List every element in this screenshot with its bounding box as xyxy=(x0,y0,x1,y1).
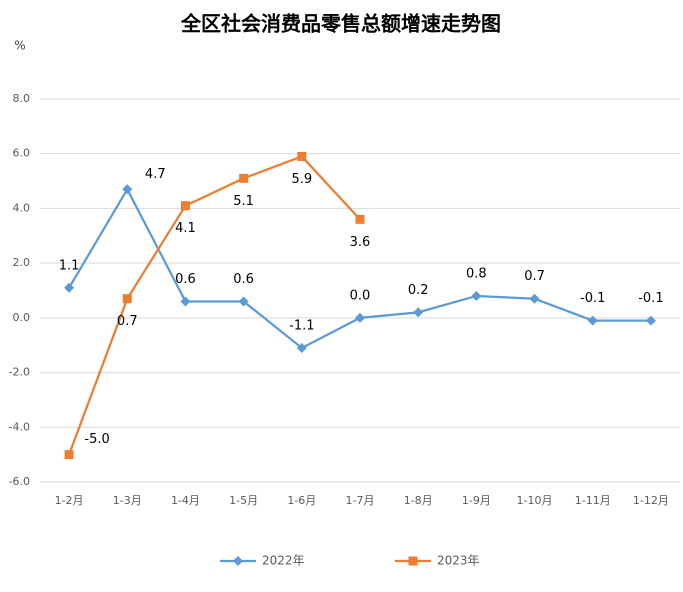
data-label: 0.0 xyxy=(350,288,371,303)
series-line xyxy=(68,155,361,456)
data-label: 5.1 xyxy=(233,194,254,209)
x-tick-label: 1-3月 xyxy=(113,494,142,507)
data-point xyxy=(122,184,133,195)
data-label: -0.1 xyxy=(638,291,663,306)
x-tick-label: 1-12月 xyxy=(633,494,669,507)
series-line xyxy=(68,186,651,350)
x-tick-label: 1-11月 xyxy=(575,494,611,507)
y-tick-label: 2.0 xyxy=(13,256,31,269)
data-label: 5.9 xyxy=(291,172,312,187)
data-point xyxy=(355,214,365,224)
data-label: 0.7 xyxy=(524,269,545,284)
x-tick-label: 1-5月 xyxy=(229,494,258,507)
data-point xyxy=(239,173,249,183)
y-tick-label: 0.0 xyxy=(13,311,31,324)
data-label: 0.8 xyxy=(466,266,487,281)
x-tick-label: 1-8月 xyxy=(404,494,433,507)
data-label: 3.6 xyxy=(350,235,371,250)
data-point xyxy=(64,450,74,460)
x-tick-label: 1-7月 xyxy=(346,494,375,507)
y-tick-label: 4.0 xyxy=(13,201,31,214)
data-point xyxy=(296,342,307,353)
data-label: 4.7 xyxy=(145,167,166,182)
x-tick-label: 1-10月 xyxy=(517,494,553,507)
data-label: -5.0 xyxy=(84,432,109,447)
data-label: -0.1 xyxy=(580,291,605,306)
data-point xyxy=(238,296,249,307)
y-tick-label: -2.0 xyxy=(9,366,30,379)
data-label: 0.2 xyxy=(408,283,429,298)
data-label: 0.7 xyxy=(117,314,138,329)
data-point xyxy=(645,315,656,326)
data-point xyxy=(180,296,191,307)
data-point xyxy=(64,282,75,293)
data-point xyxy=(180,201,190,211)
data-point xyxy=(413,307,424,318)
y-tick-label: -6.0 xyxy=(9,475,30,488)
x-tick-label: 1-6月 xyxy=(287,494,316,507)
data-label: 4.1 xyxy=(175,221,196,236)
data-point xyxy=(355,312,365,323)
data-point xyxy=(471,290,482,301)
legend-label: 2022年 xyxy=(262,554,305,568)
legend-label: 2023年 xyxy=(437,554,480,568)
data-label: 1.1 xyxy=(59,258,80,273)
x-tick-label: 1-9月 xyxy=(462,494,491,507)
data-point xyxy=(297,151,307,161)
y-tick-label: 8.0 xyxy=(13,92,31,105)
data-label: 0.6 xyxy=(233,272,254,287)
chart-title: 全区社会消费品零售总额增速走势图 xyxy=(180,12,501,36)
data-label: 0.6 xyxy=(175,272,196,287)
legend-marker xyxy=(408,556,418,566)
y-tick-label: 6.0 xyxy=(13,147,31,160)
legend-marker xyxy=(233,556,243,566)
data-point xyxy=(529,293,540,304)
data-point xyxy=(587,315,598,326)
y-tick-label: -4.0 xyxy=(9,420,30,433)
data-point xyxy=(122,294,132,304)
x-tick-label: 1-2月 xyxy=(55,494,84,507)
data-label: -1.1 xyxy=(289,318,314,333)
x-tick-label: 1-4月 xyxy=(171,494,200,507)
y-unit: % xyxy=(14,39,25,53)
